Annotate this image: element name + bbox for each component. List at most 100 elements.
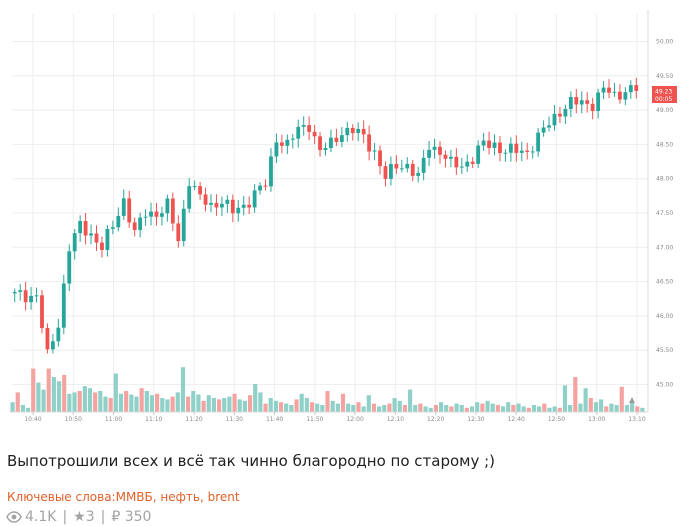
price-tick-label: 48.50	[656, 141, 673, 148]
volume-bar	[201, 400, 206, 412]
time-tick-label: 12:10	[387, 416, 404, 423]
candle	[361, 120, 366, 144]
candle	[367, 125, 372, 161]
scale-settings-icon[interactable]	[629, 397, 635, 403]
time-tick-label: 11:40	[266, 416, 283, 423]
volume-bar	[382, 405, 387, 412]
volume-bar	[387, 403, 392, 412]
time-tick-label: 13:10	[628, 416, 645, 423]
post-stats: 4.1K | ★3 | ₽ 350	[6, 509, 151, 525]
volume-bar	[155, 393, 160, 412]
candle	[56, 318, 61, 347]
volume-bar	[77, 391, 82, 412]
volume-bar	[206, 395, 211, 412]
candle	[612, 82, 617, 97]
candle	[127, 190, 132, 228]
candle	[132, 217, 137, 237]
candle	[301, 116, 306, 136]
volume-bar	[433, 405, 438, 412]
volume-bar	[56, 381, 62, 412]
candle	[209, 194, 213, 213]
candle	[432, 138, 437, 159]
keywords-line: Ключевые слова:ММВБ, нефть, brent	[7, 490, 240, 504]
time-tick-label: 10:50	[65, 416, 82, 423]
volume-bar	[129, 394, 134, 412]
candle	[61, 274, 66, 335]
candle	[623, 87, 628, 105]
volume-bar	[511, 405, 516, 412]
volume-bar	[340, 393, 346, 412]
volume-bar	[604, 406, 609, 412]
volume-bar	[273, 400, 278, 412]
price-chart[interactable]: 50.00 49.50 49.00 48.50 48.00 47.50 47.00 46.50…	[0, 0, 685, 430]
time-tick-label: 11:00	[105, 416, 122, 423]
volume-bar	[87, 388, 93, 412]
volume-bar	[315, 403, 320, 412]
volume-bar	[247, 395, 253, 412]
candle	[536, 128, 541, 157]
price-tick-label: 47.50	[656, 210, 673, 217]
volume-bar	[108, 398, 113, 412]
volume-bars	[10, 367, 645, 412]
candle	[350, 124, 355, 141]
price-tick-label: 49.50	[656, 73, 673, 80]
candle	[29, 287, 33, 310]
volume-bar	[144, 391, 149, 412]
volume-bar	[537, 406, 542, 412]
candle	[247, 196, 252, 215]
candle	[508, 137, 513, 162]
volume-bar	[15, 392, 20, 412]
volume-bar	[304, 398, 309, 412]
candle	[78, 215, 83, 242]
volume-bar	[500, 406, 506, 412]
volume-bar	[444, 405, 449, 412]
price-axis-ticks: 50.00 49.50 49.00 48.50 48.00 47.50 47.00 46.50…	[656, 38, 673, 388]
candle	[187, 178, 192, 213]
time-tick-label: 12:00	[346, 416, 363, 423]
volume-bar	[593, 402, 599, 412]
candle	[40, 290, 44, 334]
candle	[192, 180, 197, 191]
volume-bar	[377, 406, 382, 412]
candle	[618, 84, 622, 104]
candle	[525, 142, 530, 160]
candle	[563, 104, 568, 124]
candle	[481, 132, 486, 151]
candle	[307, 116, 312, 141]
volume-bar	[335, 403, 340, 412]
candle	[579, 91, 584, 114]
candlestick-chart-svg[interactable]: 50.00 49.50 49.00 48.50 48.00 47.50 47.00 46.50…	[0, 0, 685, 430]
keywords-list[interactable]: ММВБ, нефть, brent	[115, 490, 240, 504]
volume-bar	[165, 399, 170, 412]
candle	[345, 121, 350, 142]
candle	[203, 187, 208, 212]
volume-bar	[180, 367, 186, 412]
volume-bar	[464, 407, 469, 412]
volume-bar	[160, 398, 165, 412]
volume-bar	[294, 399, 299, 412]
candle	[290, 134, 295, 149]
volume-bar	[459, 405, 464, 412]
volume-bar	[480, 403, 485, 412]
candle	[438, 141, 442, 164]
candle	[220, 196, 224, 217]
last-price-marker: 49.23 00:05	[652, 86, 677, 103]
candle	[334, 128, 339, 146]
candle	[323, 142, 328, 156]
candle	[476, 140, 481, 168]
candle	[558, 106, 562, 123]
rating-count[interactable]: ★3	[73, 509, 95, 525]
volume-bar	[278, 402, 284, 412]
candle	[470, 157, 475, 168]
candle	[225, 195, 230, 213]
price-tag: ₽ 350	[111, 509, 152, 525]
candle	[12, 288, 17, 303]
volume-bar	[469, 406, 475, 412]
volume-bar	[392, 398, 397, 412]
volume-bar	[630, 402, 635, 412]
volume-bar	[62, 374, 67, 412]
volume-bar	[41, 389, 46, 412]
candle	[389, 156, 393, 186]
time-tick-label: 11:20	[185, 416, 202, 423]
volume-bar	[242, 400, 247, 412]
